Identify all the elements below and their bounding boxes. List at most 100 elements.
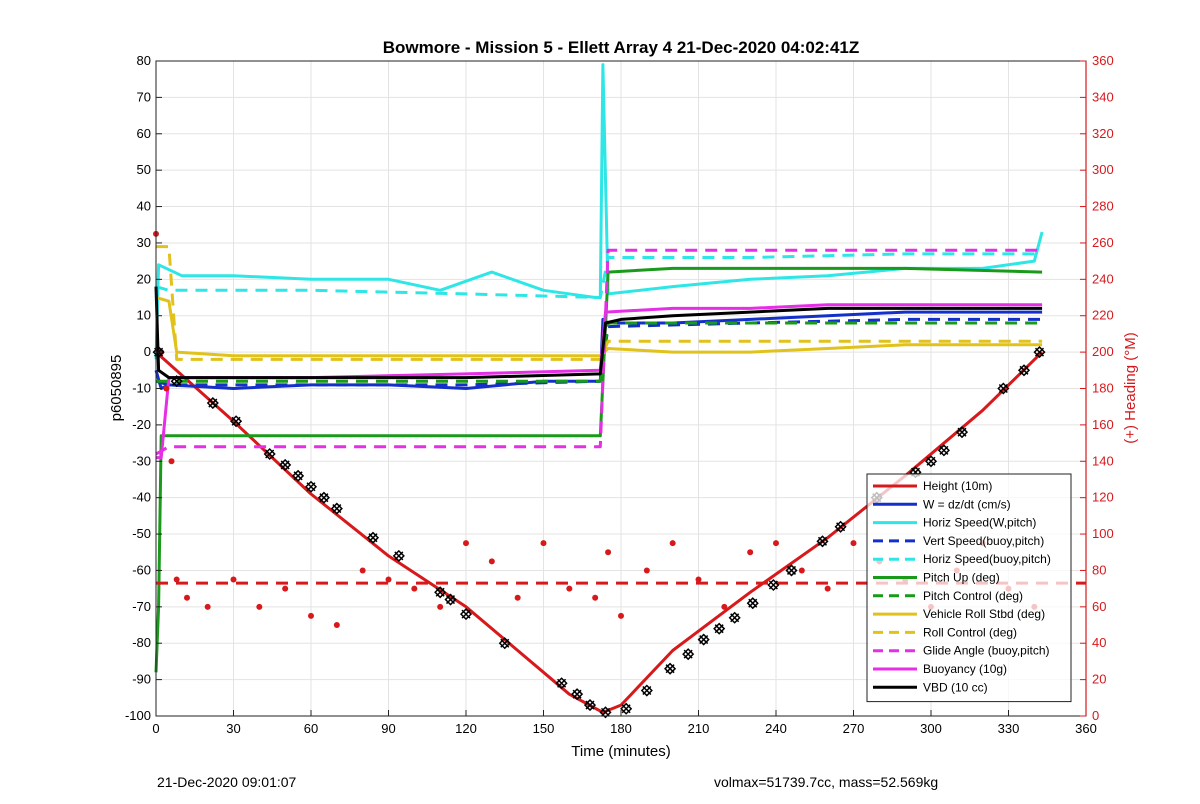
series-line-8 xyxy=(156,245,1043,361)
y-right-tick-label: 260 xyxy=(1092,235,1114,250)
heading-point xyxy=(437,603,444,610)
legend-label: Roll Control (deg) xyxy=(923,625,1017,639)
heading-point xyxy=(411,585,418,592)
legend-label: W = dz/dt (cm/s) xyxy=(923,497,1011,511)
y-tick-label: -90 xyxy=(132,672,151,687)
legend-box xyxy=(866,473,1072,703)
y-axis-label: p6050895 xyxy=(108,355,125,422)
legend-label: Pitch Control (deg) xyxy=(923,589,1023,603)
x-tick-label: 210 xyxy=(688,721,710,736)
heading-point xyxy=(618,612,624,619)
height-marker xyxy=(444,593,457,606)
heading-point xyxy=(566,585,573,592)
heading-point xyxy=(798,567,805,574)
y-tick-label: -20 xyxy=(132,417,151,432)
axes-layer: 0 30 60 90 120 150 180 210 240 270 300 330 360-100-9… xyxy=(125,53,1114,736)
x-tick-label: 240 xyxy=(765,721,787,736)
y-right-tick-label: 240 xyxy=(1092,271,1114,286)
height-marker xyxy=(697,633,710,646)
x-tick-label: 30 xyxy=(226,721,240,736)
height-marker xyxy=(555,677,568,690)
height-marker xyxy=(366,531,380,544)
y-right-tick-label: 100 xyxy=(1092,526,1114,541)
height-marker xyxy=(937,444,950,457)
y-tick-label: 40 xyxy=(137,199,151,214)
y-tick-label: -60 xyxy=(132,562,151,577)
legend-label: Glide Angle (buoy,pitch) xyxy=(923,644,1050,658)
heading-point xyxy=(184,594,190,601)
heading-point xyxy=(605,549,612,556)
heading-point xyxy=(163,385,170,392)
heading-point xyxy=(168,458,175,465)
heading-point xyxy=(308,612,314,619)
series-line-6 xyxy=(156,321,1043,383)
height-marker xyxy=(459,608,473,621)
y-tick-label: -10 xyxy=(132,381,151,396)
heading-point xyxy=(747,549,754,556)
height-marker xyxy=(230,415,243,428)
height-marker xyxy=(317,491,330,504)
heading-point xyxy=(204,603,211,610)
x-tick-label: 120 xyxy=(455,721,477,736)
y-right-tick-label: 20 xyxy=(1092,672,1106,687)
y-right-tick-label: 180 xyxy=(1092,381,1114,396)
heading-point xyxy=(669,540,676,547)
marker-layer xyxy=(152,346,1046,719)
y-right-tick-label: 40 xyxy=(1092,635,1106,650)
height-marker xyxy=(767,578,780,592)
height-marker xyxy=(1017,364,1031,377)
y-tick-label: -30 xyxy=(132,453,151,468)
height-marker xyxy=(279,458,292,471)
height-marker xyxy=(728,611,741,624)
series-line-11 xyxy=(154,286,1043,380)
height-marker xyxy=(640,684,653,697)
y-right-tick-label: 200 xyxy=(1092,344,1114,359)
heading-point xyxy=(721,603,728,610)
y-right-tick-label: 60 xyxy=(1092,599,1106,614)
heading-point xyxy=(695,576,702,583)
y-tick-label: -70 xyxy=(132,599,151,614)
y-right-tick-label: 0 xyxy=(1092,708,1099,723)
height-marker xyxy=(583,699,597,712)
heading-point xyxy=(850,540,857,547)
y-tick-label: 30 xyxy=(137,235,151,250)
height-marker xyxy=(713,622,726,635)
heading-point xyxy=(230,576,237,583)
y-right-tick-label: 340 xyxy=(1092,89,1114,104)
y-right-tick-label: 80 xyxy=(1092,562,1106,577)
x-tick-label: 180 xyxy=(610,721,632,736)
heading-point xyxy=(173,576,180,583)
heading-point xyxy=(540,540,547,547)
y-right-tick-label: 220 xyxy=(1092,308,1114,323)
legend-label: Height (10m) xyxy=(923,479,992,493)
height-marker xyxy=(785,564,798,577)
height-marker xyxy=(924,455,938,468)
heading-point xyxy=(333,622,340,629)
height-marker xyxy=(392,549,405,562)
y-right-tick-label: 320 xyxy=(1092,126,1114,141)
footer-timestamp: 21-Dec-2020 09:01:07 xyxy=(157,774,297,790)
y-tick-label: 70 xyxy=(137,89,151,104)
height-marker xyxy=(997,382,1010,395)
heading-point xyxy=(592,594,599,601)
height-marker xyxy=(1033,346,1046,359)
x-tick-label: 330 xyxy=(998,721,1020,736)
y-tick-label: -80 xyxy=(132,635,151,650)
heading-point xyxy=(514,594,521,601)
x-tick-label: 0 xyxy=(152,721,159,736)
height-marker xyxy=(206,396,219,410)
y-right-tick-label: 120 xyxy=(1092,490,1114,505)
height-marker xyxy=(498,637,511,650)
y-tick-label: -50 xyxy=(132,526,151,541)
heading-point xyxy=(359,567,366,574)
legend-label: Vert Speed(buoy,pitch) xyxy=(923,534,1044,548)
height-marker xyxy=(620,702,633,715)
heading-point xyxy=(463,540,469,547)
y-tick-label: 50 xyxy=(137,162,151,177)
height-marker xyxy=(834,520,847,533)
y-tick-label: 80 xyxy=(137,53,151,68)
legend-label: Buoyancy (10g) xyxy=(923,662,1007,676)
x-tick-label: 90 xyxy=(381,721,395,736)
height-marker xyxy=(682,648,695,661)
heading-point xyxy=(256,603,263,610)
